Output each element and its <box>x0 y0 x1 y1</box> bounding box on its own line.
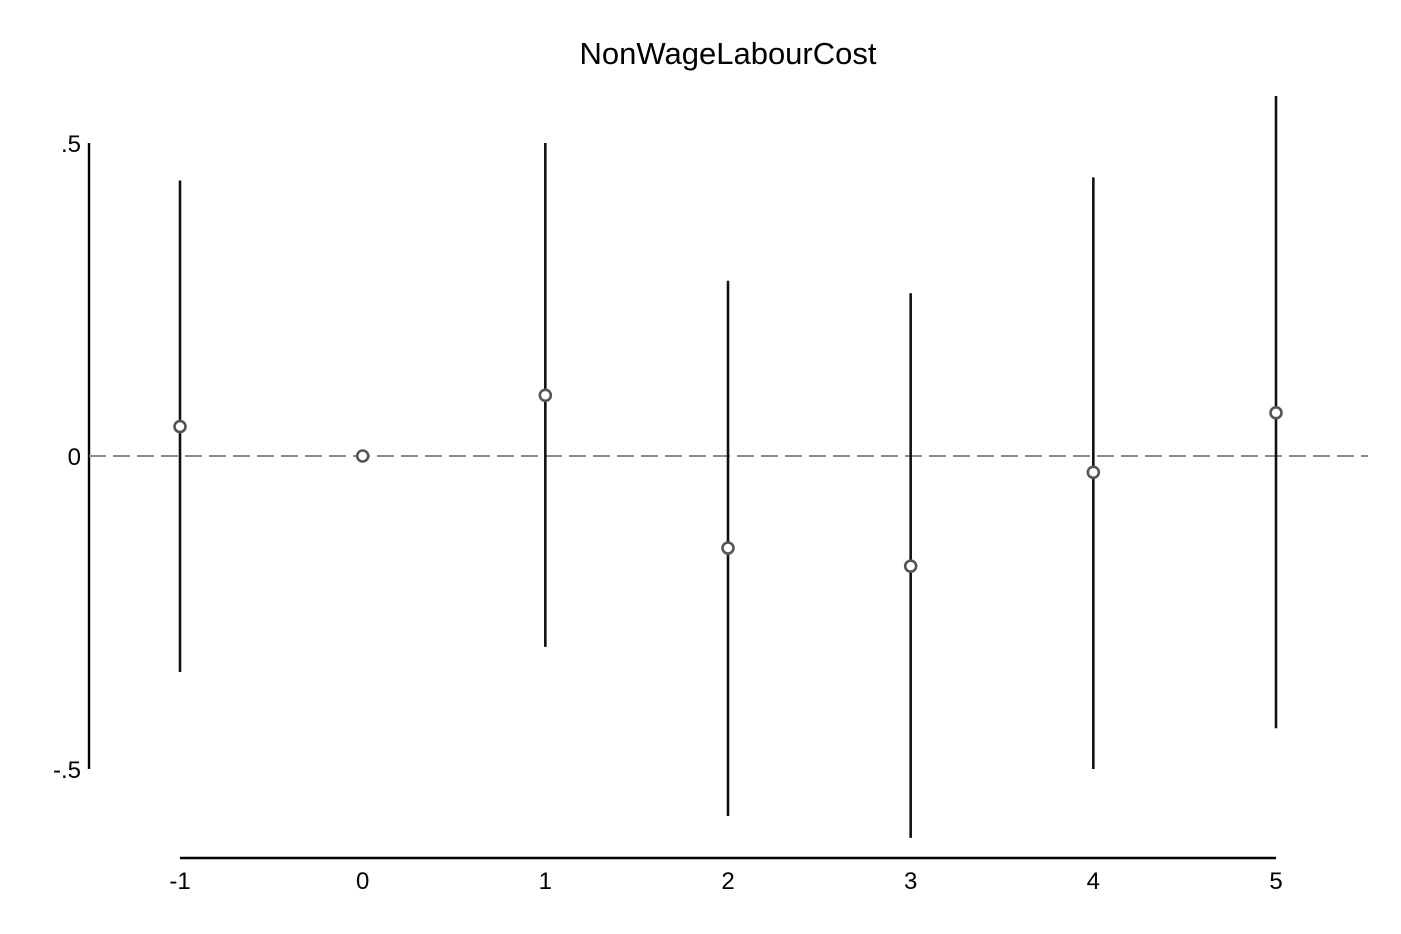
data-point <box>1086 465 1101 480</box>
x-tick-label: 4 <box>1087 868 1100 895</box>
markers <box>173 388 1283 573</box>
x-tick-label: 1 <box>539 868 552 895</box>
axes <box>87 143 1276 860</box>
data-point <box>1269 406 1283 420</box>
x-tick-label: -1 <box>169 868 190 895</box>
y-tick-label: .5 <box>61 131 81 158</box>
y-tick-label: -.5 <box>53 757 81 784</box>
x-tick-label: 5 <box>1269 868 1282 895</box>
x-tick-label: 2 <box>721 868 734 895</box>
y-tick-label: 0 <box>68 444 81 471</box>
data-point <box>173 419 187 434</box>
data-point <box>538 388 553 403</box>
data-point <box>355 449 370 463</box>
data-point <box>903 559 918 573</box>
x-tick-label: 0 <box>356 868 369 895</box>
chart-title: NonWageLabourCost <box>580 36 877 71</box>
data-point <box>721 541 735 555</box>
tick-labels: -1 0 1 2 3 4 5 .5 0 -.5 <box>53 131 1283 895</box>
error-bars <box>178 96 1278 838</box>
x-tick-label: 3 <box>904 868 917 895</box>
